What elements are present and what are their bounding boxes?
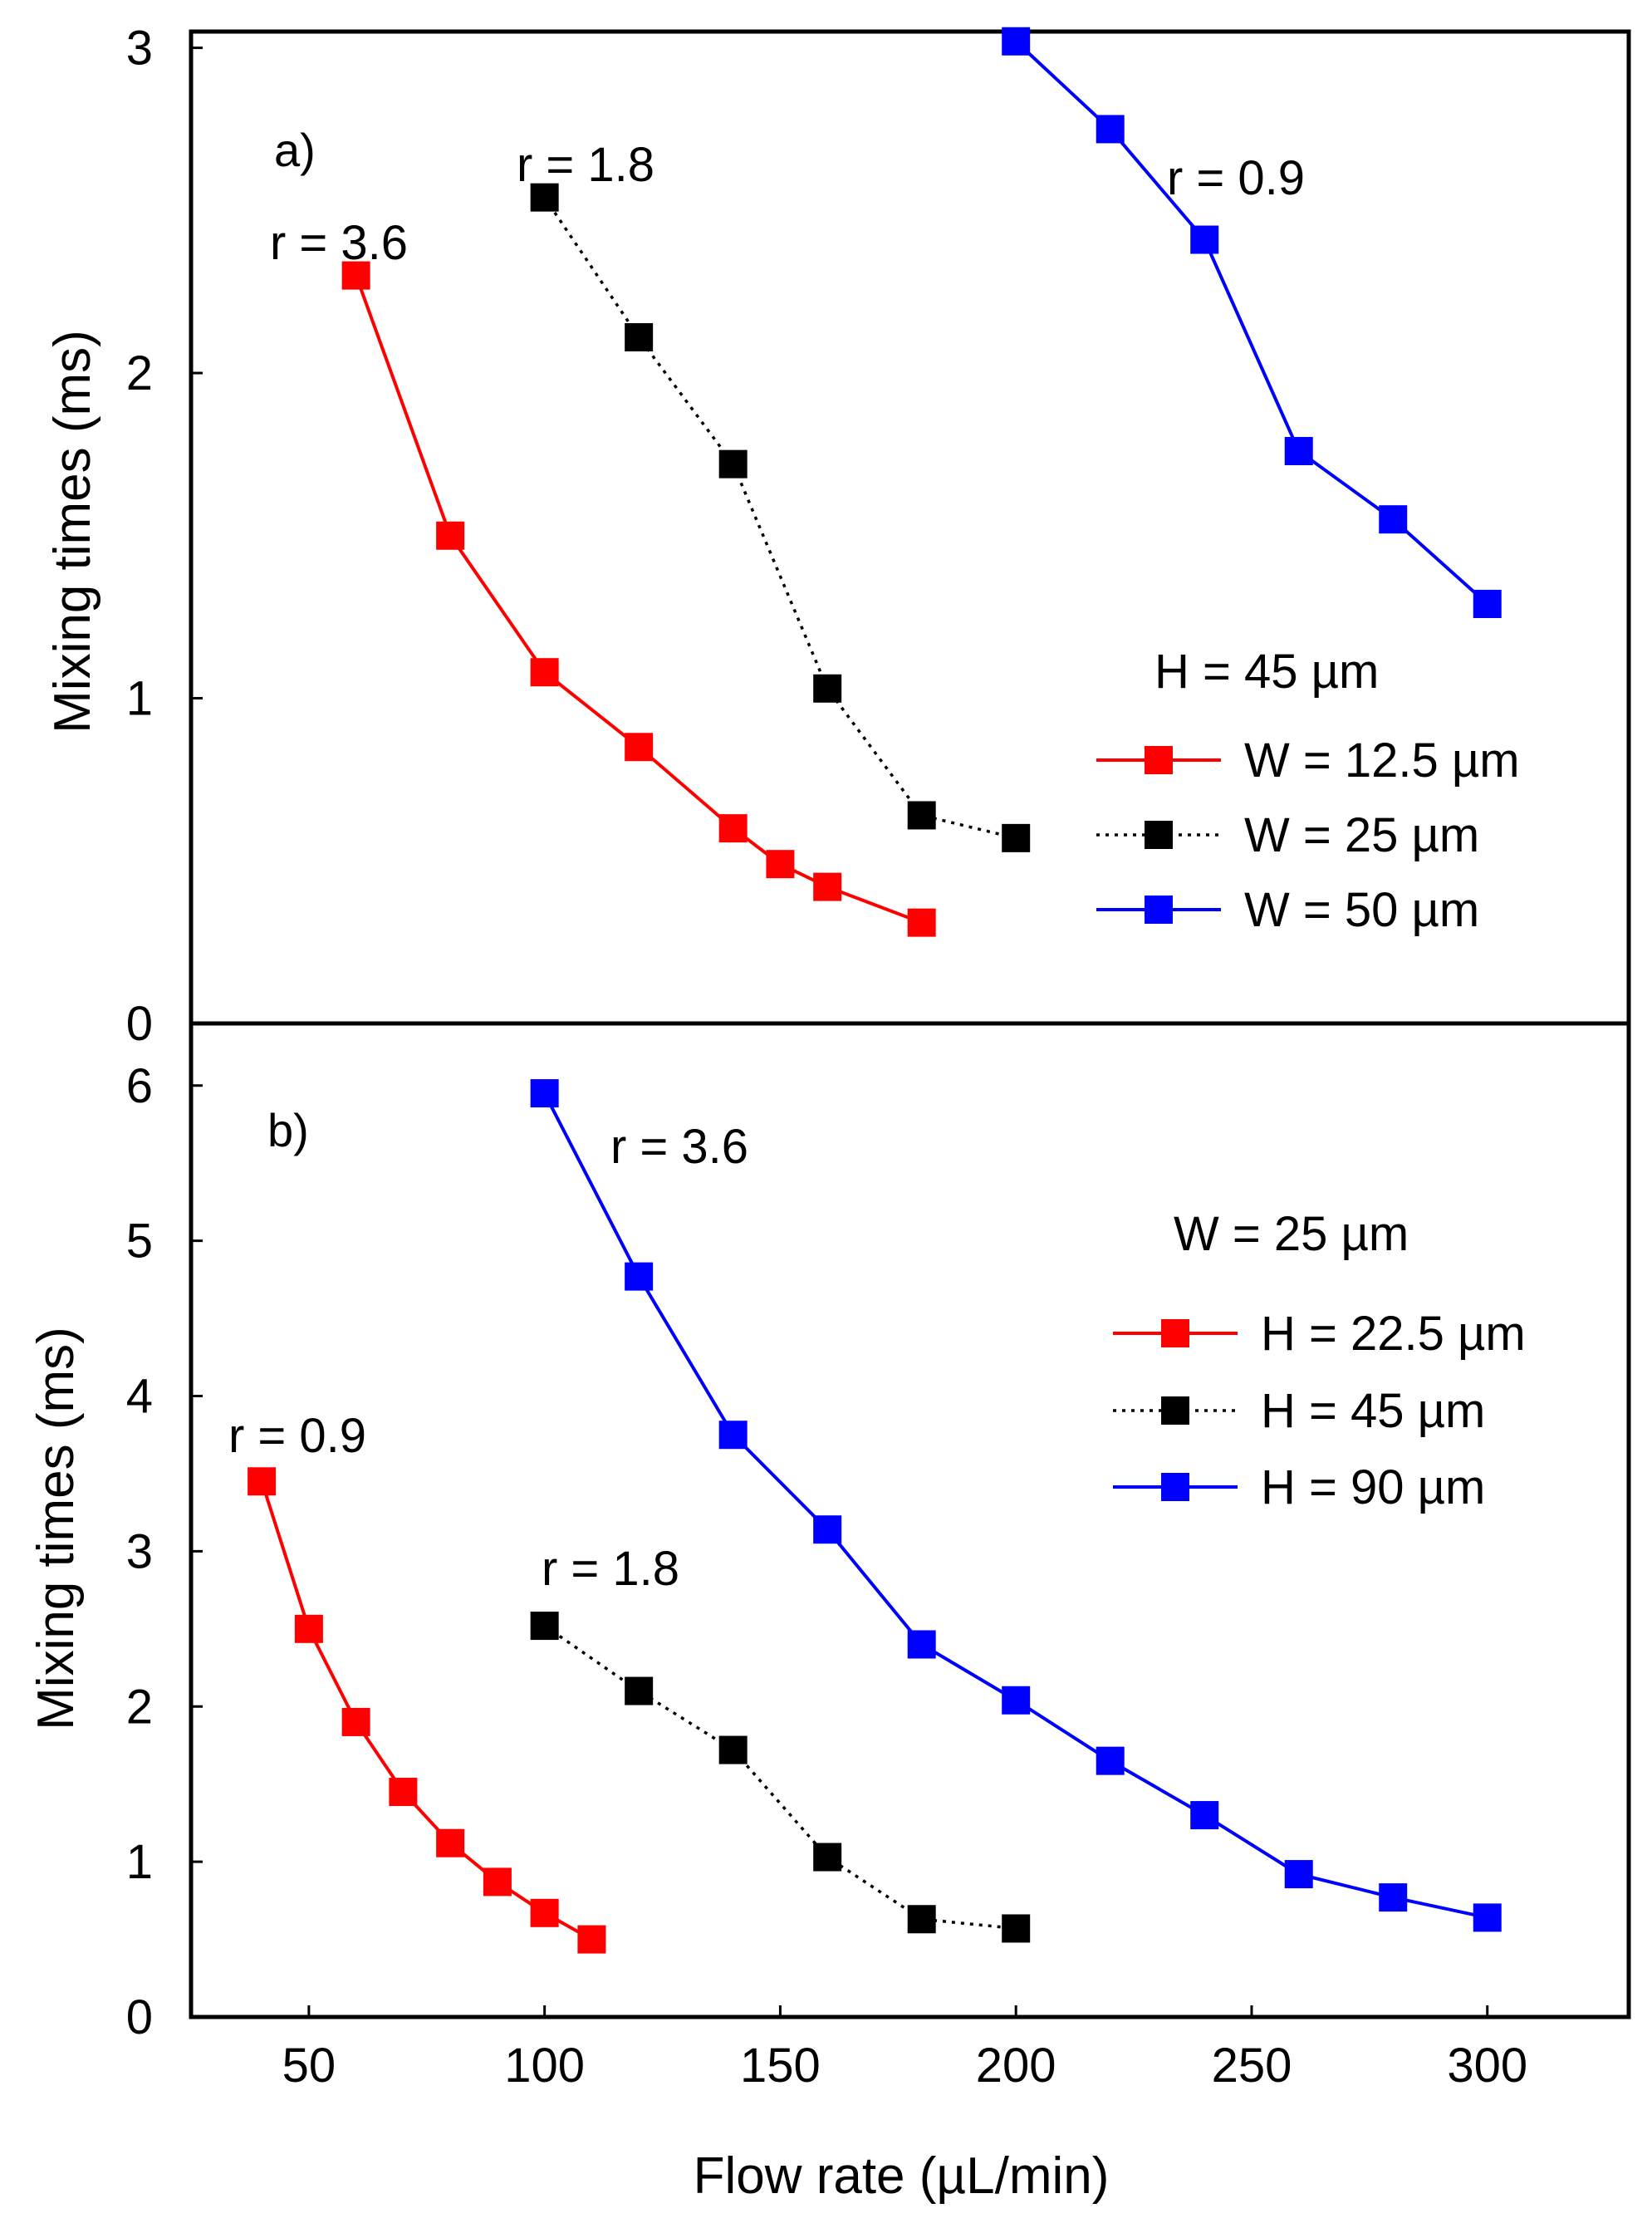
- legend-label-b-2: H = 90 µm: [1261, 1460, 1485, 1514]
- data-point-a-1: [530, 183, 559, 212]
- data-point-b-1: [1002, 1914, 1031, 1943]
- series-line-a-2: [1014, 40, 1489, 606]
- x-tick-label: 300: [1447, 2039, 1527, 2093]
- data-point-b-0: [436, 1828, 465, 1857]
- axes-ticks-layer: 50 100 150 200 250 300 0 1 2 3 0 1 2 3 4 5 6: [126, 22, 1527, 2093]
- legend-title-b: W = 25 µm: [1174, 1207, 1409, 1261]
- legend-label-b-0: H = 22.5 µm: [1261, 1307, 1526, 1361]
- y-tick-label-b: 1: [126, 1835, 153, 1889]
- data-point-b-0: [530, 1898, 559, 1927]
- data-point-a-2: [1002, 27, 1031, 56]
- data-point-a-0: [766, 850, 795, 879]
- data-point-b-1: [907, 1905, 936, 1934]
- annotation-b-h90: r = 3.6: [610, 1120, 748, 1174]
- data-point-a-1: [907, 801, 936, 830]
- data-point-b-2: [1379, 1883, 1408, 1912]
- y-tick-label-a: 1: [126, 672, 153, 726]
- data-point-a-0: [625, 733, 654, 762]
- annotation-a-w50: r = 0.9: [1167, 151, 1305, 205]
- data-point-b-2: [530, 1079, 559, 1108]
- annotation-b-h225: r = 0.9: [228, 1409, 366, 1463]
- y-axis-title-b: Mixing times (ms): [27, 1327, 85, 1730]
- data-point-a-1: [718, 449, 748, 478]
- data-point-a-2: [1284, 437, 1313, 466]
- data-point-a-0: [907, 908, 936, 937]
- series-line-a-1: [543, 196, 1017, 840]
- data-point-b-2: [1002, 1686, 1031, 1715]
- data-point-a-2: [1379, 505, 1408, 534]
- legend-marker-a-2: [1145, 896, 1173, 924]
- x-axis-title: Flow rate (µL/min): [694, 2147, 1110, 2205]
- series-layer: [248, 27, 1502, 1954]
- x-tick-label: 150: [740, 2039, 821, 2093]
- y-tick-label-a: 3: [126, 22, 153, 76]
- data-point-a-2: [1096, 115, 1125, 144]
- x-tick-label: 100: [504, 2039, 585, 2093]
- data-point-b-0: [341, 1707, 370, 1736]
- data-point-b-1: [718, 1735, 748, 1764]
- data-point-b-0: [389, 1778, 418, 1807]
- data-point-b-0: [248, 1467, 277, 1496]
- data-point-a-0: [341, 261, 370, 290]
- data-point-b-0: [483, 1867, 512, 1897]
- panel-label-a: a): [274, 124, 316, 176]
- data-point-b-2: [1473, 1903, 1502, 1932]
- annotation-a-w125: r = 3.6: [270, 216, 408, 270]
- data-point-b-1: [813, 1843, 842, 1872]
- data-point-b-2: [1190, 1801, 1219, 1830]
- annotation-b-h45: r = 1.8: [542, 1542, 679, 1596]
- data-point-a-0: [436, 521, 465, 550]
- data-point-a-0: [813, 872, 842, 901]
- y-tick-label-b: 4: [126, 1370, 153, 1424]
- y-tick-label-b: 6: [126, 1059, 153, 1113]
- legend-label-a-2: W = 50 µm: [1244, 883, 1479, 937]
- data-point-a-2: [1473, 589, 1502, 618]
- data-point-a-0: [718, 814, 748, 843]
- data-point-b-1: [625, 1676, 654, 1705]
- data-point-a-2: [1190, 225, 1219, 254]
- y-tick-label-b: 3: [126, 1524, 153, 1578]
- data-point-b-2: [907, 1630, 936, 1659]
- data-point-b-2: [625, 1262, 654, 1291]
- annotation-a-w25: r = 1.8: [517, 138, 654, 192]
- data-point-a-1: [625, 322, 654, 351]
- legend-marker-a-1: [1145, 821, 1173, 849]
- legend-marker-b-2: [1161, 1473, 1189, 1501]
- legend-label-a-0: W = 12.5 µm: [1244, 734, 1520, 788]
- x-tick-label: 250: [1212, 2039, 1292, 2093]
- data-point-b-2: [813, 1515, 842, 1544]
- data-point-a-1: [1002, 823, 1031, 852]
- data-point-b-2: [1096, 1746, 1125, 1775]
- data-point-b-2: [718, 1421, 748, 1450]
- legend-label-a-1: W = 25 µm: [1244, 808, 1479, 862]
- legend-title-a: H = 45 µm: [1154, 645, 1379, 699]
- x-tick-label: 200: [976, 2039, 1056, 2093]
- x-tick-label: 50: [282, 2039, 336, 2093]
- y-tick-label-a: 0: [126, 997, 153, 1051]
- legend-marker-b-1: [1161, 1396, 1189, 1425]
- legend-marker-b-0: [1161, 1319, 1189, 1347]
- data-point-b-2: [1284, 1860, 1313, 1889]
- data-point-b-1: [530, 1612, 559, 1641]
- legend-label-b-1: H = 45 µm: [1261, 1384, 1485, 1438]
- data-point-b-0: [577, 1925, 606, 1954]
- panel-label-b: b): [267, 1104, 309, 1156]
- legend-layer: W = 12.5 µm W = 25 µm W = 50 µm H = 22.5 µm…: [1096, 734, 1526, 1514]
- data-point-a-1: [813, 674, 842, 703]
- y-axis-title-a: Mixing times (ms): [44, 330, 101, 734]
- y-tick-label-b: 5: [126, 1215, 153, 1269]
- y-tick-label-b: 0: [126, 1990, 153, 2044]
- data-point-a-0: [530, 658, 559, 687]
- y-tick-label-a: 2: [126, 346, 153, 400]
- y-tick-label-b: 2: [126, 1680, 153, 1734]
- data-point-b-0: [294, 1614, 323, 1643]
- legend-marker-a-0: [1145, 746, 1173, 774]
